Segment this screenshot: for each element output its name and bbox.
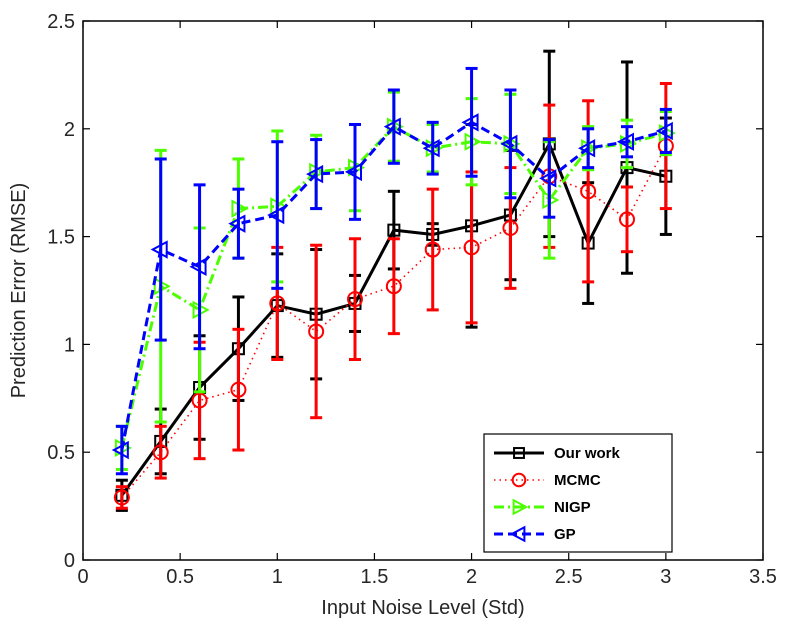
legend-item: NIGP (494, 498, 591, 516)
data-point (344, 162, 362, 182)
x-tick-label: 3.5 (749, 566, 777, 588)
x-tick-label: 1.5 (361, 566, 389, 588)
axes: 0 0.5 1 1.5 2 2.5 3 3.5 0 0.5 1 1.5 2 2.5 (47, 11, 777, 588)
data-point (580, 183, 597, 200)
data-point (500, 134, 518, 154)
y-tick-label: 0.5 (47, 442, 75, 464)
x-tick-label: 2.5 (555, 566, 583, 588)
data-point (189, 257, 207, 276)
data-point (269, 295, 286, 312)
series-line (120, 120, 667, 451)
legend-marker (511, 472, 527, 488)
legend-label: GP (554, 526, 576, 543)
data-point (113, 489, 130, 506)
series-line (120, 140, 667, 497)
legend-label: MCMC (554, 472, 601, 489)
data-point (616, 132, 634, 151)
legend-marker (509, 525, 526, 543)
x-tick-label: 0.5 (166, 566, 194, 588)
x-tick-label: 2 (466, 566, 477, 588)
x-tick-label: 0 (77, 566, 88, 588)
legend-item: Our work (494, 445, 621, 462)
data-point (539, 169, 557, 188)
data-point (228, 214, 246, 233)
data-point (422, 139, 440, 158)
legend-label: NIGP (554, 499, 591, 516)
series-mcmc (113, 82, 674, 510)
legend-marker (512, 498, 529, 516)
data-point (387, 223, 401, 237)
data-point (424, 241, 441, 258)
y-tick-label: 0 (64, 550, 75, 572)
y-tick-label: 2.5 (47, 11, 75, 33)
data-point (230, 381, 247, 398)
legend-item: GP (494, 525, 576, 543)
data-point (385, 278, 402, 295)
data-point (463, 239, 480, 256)
data-point (308, 323, 325, 340)
y-tick-label: 1 (64, 334, 75, 356)
data-point (191, 392, 208, 409)
y-tick-label: 2 (64, 119, 75, 141)
data-point (111, 440, 129, 460)
series-line (121, 145, 667, 498)
data-point (619, 211, 635, 228)
plot-area (111, 49, 676, 512)
x-axis-label: Input Noise Level (Std) (321, 597, 524, 619)
y-tick-label: 1.5 (47, 227, 75, 249)
data-point (347, 291, 363, 308)
legend-label: Our work (554, 445, 621, 462)
data-point (383, 117, 401, 136)
legend: Our work MCMC NIGP GP (483, 433, 673, 553)
data-point (502, 219, 519, 236)
data-point (267, 205, 285, 225)
data-point (152, 444, 169, 461)
data-point (461, 113, 479, 132)
series-gp (111, 66, 673, 476)
data-point (655, 121, 673, 141)
legend-marker (513, 447, 525, 459)
x-tick-label: 1 (272, 566, 283, 588)
data-point (150, 240, 168, 259)
y-axis-label: Prediction Error (RMSE) (8, 183, 30, 399)
axes-box (82, 20, 764, 561)
data-point (306, 164, 324, 184)
data-point (578, 139, 596, 158)
x-tick-label: 3 (660, 566, 671, 588)
legend-item: MCMC (494, 472, 601, 489)
